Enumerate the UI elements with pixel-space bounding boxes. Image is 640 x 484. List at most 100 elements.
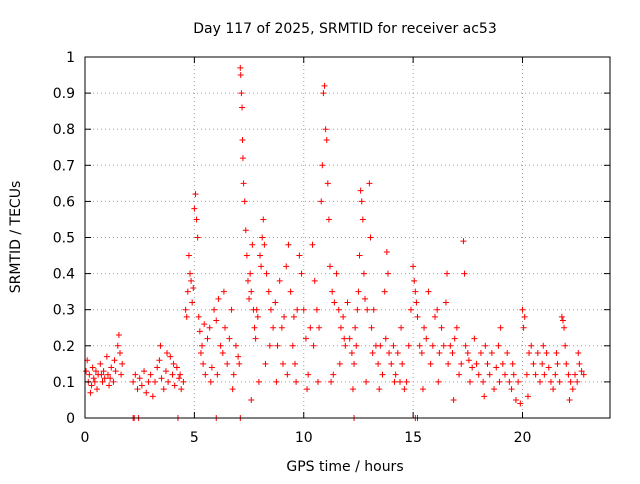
- data-point: [302, 335, 309, 342]
- data-point: [442, 299, 449, 306]
- data-point: [132, 371, 139, 378]
- data-point: [508, 386, 515, 393]
- data-point: [419, 386, 426, 393]
- data-point: [515, 378, 522, 385]
- data-point: [184, 288, 191, 295]
- data-point: [512, 396, 519, 403]
- data-point: [316, 324, 323, 331]
- data-point: [356, 252, 363, 259]
- data-point: [427, 360, 434, 367]
- plot-border: [84, 56, 611, 419]
- data-point: [180, 378, 187, 385]
- data-point: [177, 371, 184, 378]
- data-point: [412, 288, 419, 295]
- data-point: [219, 350, 226, 357]
- data-point: [456, 371, 463, 378]
- data-point: [165, 378, 172, 385]
- data-point: [517, 400, 524, 407]
- data-point: [130, 378, 137, 385]
- data-point: [578, 368, 585, 375]
- data-point: [229, 386, 236, 393]
- data-point: [471, 335, 478, 342]
- data-point: [160, 386, 167, 393]
- data-point: [274, 342, 281, 349]
- data-point: [530, 360, 537, 367]
- data-point: [524, 393, 531, 400]
- data-point: [89, 364, 96, 371]
- data-point: [195, 313, 202, 320]
- data-point: [247, 270, 254, 277]
- data-point: [355, 288, 362, 295]
- data-point: [333, 270, 340, 277]
- data-point: [246, 295, 253, 302]
- data-point: [267, 306, 274, 313]
- data-point: [469, 364, 476, 371]
- data-point: [435, 378, 442, 385]
- data-point: [368, 324, 375, 331]
- data-point: [388, 360, 395, 367]
- data-point: [475, 371, 482, 378]
- data-point: [249, 241, 256, 248]
- data-point: [429, 342, 436, 349]
- data-point: [449, 350, 456, 357]
- data-point: [349, 386, 356, 393]
- data-point: [100, 368, 107, 375]
- data-point: [147, 371, 154, 378]
- data-point: [447, 342, 454, 349]
- data-point: [520, 324, 527, 331]
- data-point: [273, 378, 280, 385]
- data-point: [259, 234, 266, 241]
- y-tick-label: 0.2: [53, 339, 75, 355]
- data-point: [569, 386, 576, 393]
- data-point: [94, 386, 101, 393]
- data-point: [242, 227, 249, 234]
- data-point: [194, 234, 201, 241]
- data-point: [391, 378, 398, 385]
- data-point: [193, 216, 200, 223]
- data-point: [290, 313, 297, 320]
- data-point: [541, 371, 548, 378]
- x-tick-label: 20: [514, 430, 532, 446]
- data-point: [266, 342, 273, 349]
- data-point: [576, 360, 583, 367]
- data-point: [521, 313, 528, 320]
- data-point: [211, 306, 218, 313]
- data-point: [351, 360, 358, 367]
- data-point: [88, 382, 95, 389]
- y-tick-label: 0.5: [53, 231, 75, 247]
- data-point: [206, 324, 213, 331]
- data-point: [199, 342, 206, 349]
- data-point: [188, 277, 195, 284]
- data-point: [106, 382, 113, 389]
- data-point: [276, 277, 283, 284]
- data-point: [310, 342, 317, 349]
- data-point: [213, 317, 220, 324]
- data-point: [240, 180, 247, 187]
- data-point: [204, 335, 211, 342]
- y-tick-label: 0.9: [53, 86, 75, 102]
- y-tick-label: 0.4: [53, 267, 75, 283]
- data-point: [114, 342, 121, 349]
- y-tick-label: 0: [66, 411, 75, 427]
- data-point: [251, 324, 258, 331]
- data-point: [367, 234, 374, 241]
- data-point: [369, 350, 376, 357]
- data-point: [547, 378, 554, 385]
- data-point: [423, 335, 430, 342]
- data-point: [534, 350, 541, 357]
- data-point: [561, 324, 568, 331]
- data-point: [575, 350, 582, 357]
- data-point: [464, 350, 471, 357]
- data-point: [189, 299, 196, 306]
- data-point: [305, 371, 312, 378]
- y-tick-label: 0.3: [53, 303, 75, 319]
- data-point: [103, 353, 110, 360]
- data-point: [462, 342, 469, 349]
- data-point: [562, 342, 569, 349]
- data-point: [496, 378, 503, 385]
- data-point: [255, 378, 262, 385]
- axes: 00.10.20.30.40.50.60.70.80.910 5 10 15 20: [53, 50, 611, 446]
- y-axis-label: SRMTID / TECUs: [8, 181, 24, 294]
- data-point: [336, 360, 343, 367]
- data-point: [111, 357, 118, 364]
